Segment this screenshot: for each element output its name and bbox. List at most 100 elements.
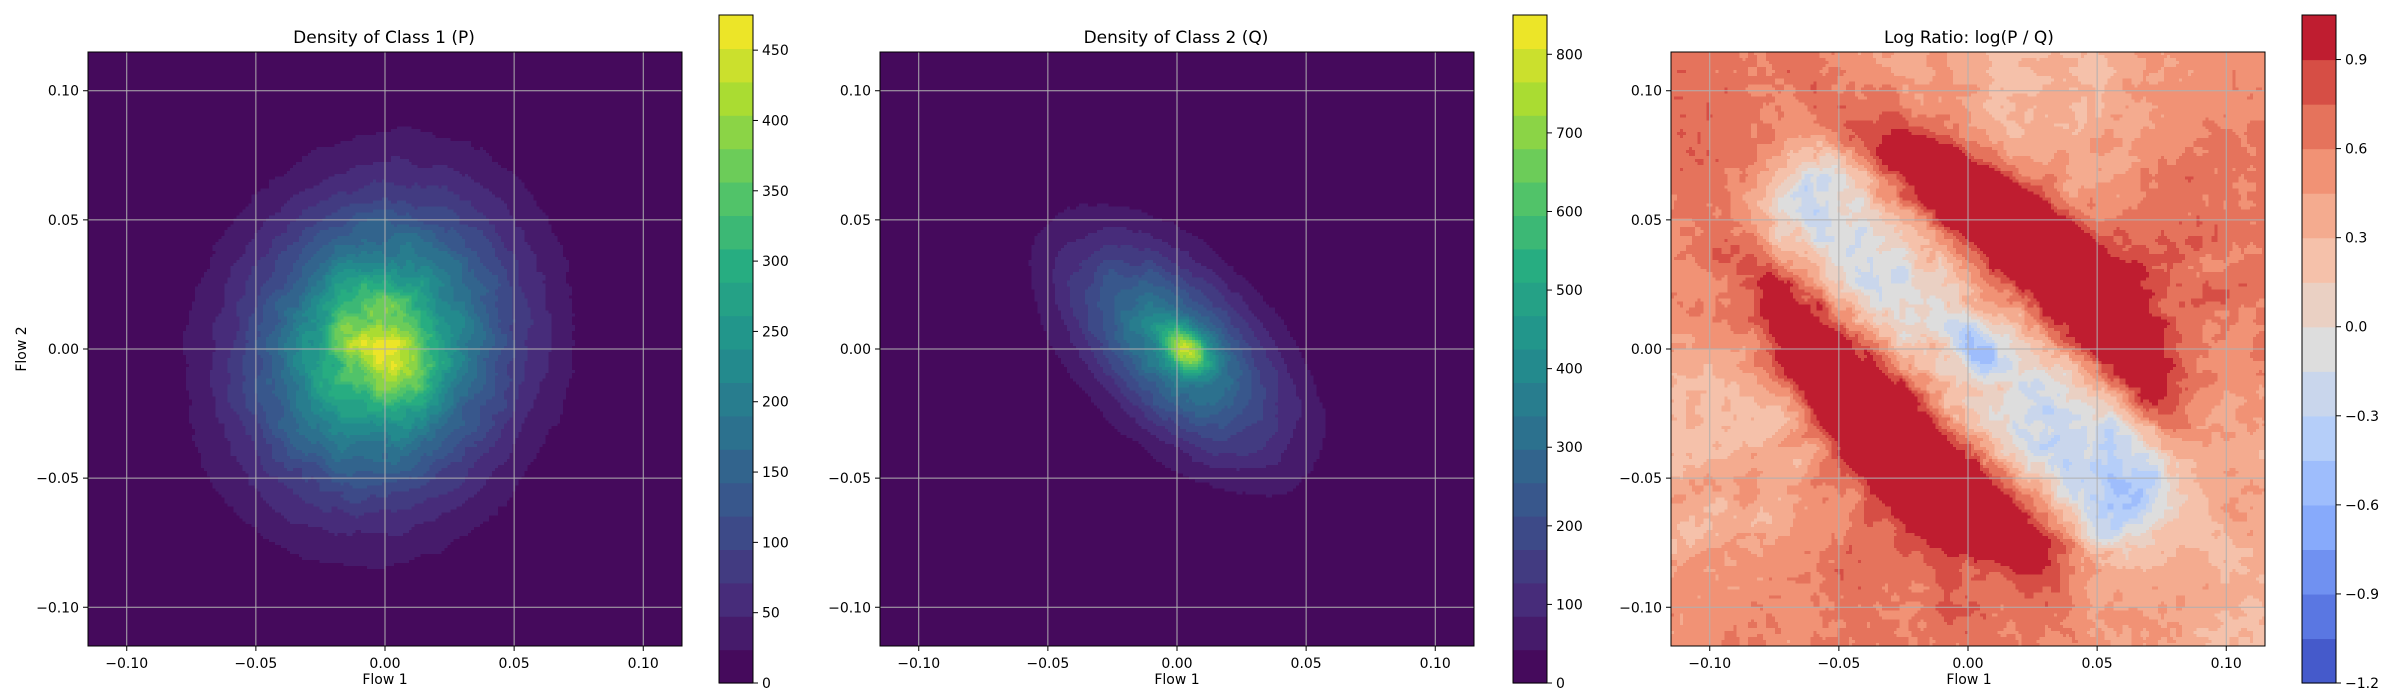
colorbar-tick-label: 100	[1556, 597, 1583, 613]
colorbar-tick-label: −1.2	[2345, 676, 2379, 692]
y-tick-label: −0.05	[36, 471, 79, 487]
y-tick-label: 0.00	[1631, 342, 1662, 358]
colorbar-band	[2302, 593, 2336, 640]
colorbar-tick-label: 300	[762, 254, 789, 270]
colorbar-band	[719, 215, 753, 250]
colorbar: 0 100 200 300 400 500 600 700 800	[1512, 14, 1583, 692]
x-axis-label: Flow 1	[1154, 672, 1199, 688]
colorbar-band	[2302, 282, 2336, 328]
colorbar-band	[2302, 15, 2336, 61]
colorbar-tick-label: −0.3	[2345, 409, 2379, 425]
y-tick-label: 0.10	[48, 84, 79, 100]
colorbar-band	[719, 81, 753, 116]
colorbar-band	[1513, 248, 1547, 283]
colorbar-band	[719, 449, 753, 484]
colorbar-tick-label: 0.0	[2345, 320, 2367, 336]
colorbar-band	[2302, 193, 2336, 239]
colorbar-band	[1513, 349, 1547, 383]
colorbar-band	[719, 315, 753, 350]
colorbar-band	[1513, 282, 1547, 317]
colorbar-tick-label: 200	[762, 395, 789, 411]
colorbar-band	[1513, 616, 1547, 651]
colorbar-tick-label: 200	[1556, 519, 1583, 535]
colorbar-tick-label: 400	[762, 113, 789, 129]
colorbar-tick-label: 350	[762, 184, 789, 200]
x-tick-label: −0.05	[1817, 656, 1860, 672]
colorbar-bands	[2302, 15, 2336, 684]
x-tick-label: −0.10	[897, 656, 940, 672]
y-tick-label: 0.00	[840, 342, 871, 358]
y-axis-label: Flow 2	[14, 326, 30, 371]
panel-class2: Density of Class 2 (Q) −0.10 −0.05 0.00 0.0…	[828, 14, 1583, 692]
colorbar-band	[1513, 482, 1547, 517]
colorbar-frame	[2301, 14, 2337, 684]
x-tick-label: 0.10	[628, 656, 659, 672]
colorbar-band	[2302, 148, 2336, 194]
colorbar-band	[719, 382, 753, 417]
colorbar-band	[1513, 215, 1547, 250]
colorbar-tick-label: 0.9	[2345, 53, 2367, 69]
colorbar-band	[719, 248, 753, 283]
x-axis-label: Flow 1	[362, 672, 407, 688]
colorbar-tick-label: 0.6	[2345, 142, 2367, 158]
colorbar-band	[1513, 115, 1547, 150]
panel-class1: Density of Class 1 (P) −0.10 −0.05 0.00 0.0…	[14, 14, 789, 692]
panel-title: Density of Class 2 (Q)	[1084, 28, 1269, 48]
panel-title: Density of Class 1 (P)	[293, 28, 475, 48]
x-tick-label: −0.10	[1688, 656, 1731, 672]
colorbar-bands	[719, 15, 753, 684]
colorbar-band	[2302, 104, 2336, 150]
colorbar-band	[1513, 449, 1547, 484]
colorbar-band	[719, 415, 753, 450]
grid-lines	[1671, 52, 2265, 646]
x-tick-label: 0.00	[1161, 656, 1192, 672]
colorbar-band	[1513, 549, 1547, 584]
colorbar-band	[719, 616, 753, 651]
colorbar-band	[1513, 649, 1547, 684]
colorbar-band	[1513, 182, 1547, 216]
colorbar-tick-label: 400	[1556, 362, 1583, 378]
y-tick-label: 0.10	[1631, 84, 1662, 100]
x-tick-label: −0.10	[105, 656, 148, 672]
colorbar-band	[1513, 81, 1547, 116]
colorbar-band	[719, 48, 753, 83]
x-axis-label: Flow 1	[1946, 672, 1991, 688]
colorbar-band	[2302, 504, 2336, 550]
colorbar: 0 50 100 150 200 250 300 350 400 450	[718, 14, 789, 692]
y-tick-label: 0.05	[840, 213, 871, 229]
x-ticks: −0.10 −0.05 0.00 0.05 0.10	[897, 646, 1451, 672]
colorbar-tick-label: 0.3	[2345, 231, 2367, 247]
y-tick-label: 0.10	[840, 84, 871, 100]
y-tick-label: −0.05	[828, 471, 871, 487]
colorbar-band	[2302, 638, 2336, 684]
colorbar-band	[719, 549, 753, 584]
colorbar-band	[719, 282, 753, 317]
colorbar-tick-label: −0.6	[2345, 498, 2379, 514]
colorbar-band	[719, 115, 753, 150]
colorbar-band	[2302, 59, 2336, 105]
colorbar-band	[2302, 326, 2336, 372]
colorbar-tick-label: 250	[762, 324, 789, 340]
colorbar-band	[2302, 415, 2336, 461]
colorbar-band	[719, 582, 753, 617]
colorbar-tick-label: 800	[1556, 47, 1583, 63]
colorbar-band	[719, 349, 753, 383]
x-tick-label: −0.05	[234, 656, 277, 672]
colorbar-band	[1513, 148, 1547, 183]
colorbar-band	[1513, 582, 1547, 617]
y-tick-label: 0.05	[1631, 213, 1662, 229]
x-ticks: −0.10 −0.05 0.00 0.05 0.10	[1688, 646, 2242, 672]
y-ticks: −0.10 −0.05 0.00 0.05 0.10	[1619, 84, 1671, 616]
colorbar-frame	[1512, 14, 1548, 684]
colorbar-band	[2302, 460, 2336, 506]
colorbar-band	[1513, 516, 1547, 550]
colorbar-tick-label: 50	[762, 606, 780, 622]
x-tick-label: 0.05	[2082, 656, 2113, 672]
colorbar-ticks: 0 50 100 150 200 250 300 350 400 450	[753, 43, 789, 692]
colorbar-tick-label: 700	[1556, 126, 1583, 142]
colorbar-band	[1513, 415, 1547, 450]
x-tick-label: −0.05	[1026, 656, 1069, 672]
colorbar-tick-label: 0	[1556, 676, 1565, 692]
panel-title: Log Ratio: log(P / Q)	[1884, 28, 2054, 48]
